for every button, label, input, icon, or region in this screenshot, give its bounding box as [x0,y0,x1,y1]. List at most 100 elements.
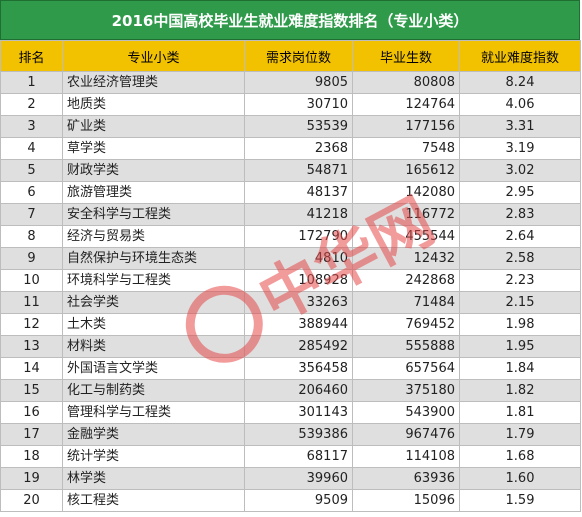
table-row: 11 社会学类 33263 71484 2.15 [0,291,581,314]
table-row: 12 土木类 388944 769452 1.98 [0,313,581,336]
difficulty-index-cell: 3.19 [459,137,581,160]
major-cell: 外国语言文学类 [62,357,245,380]
table-row: 16 管理科学与工程类 301143 543900 1.81 [0,401,581,424]
rank-cell: 8 [0,225,63,248]
major-cell: 核工程类 [62,489,245,512]
graduates-cell: 555888 [352,335,460,358]
table-row: 8 经济与贸易类 172790 455544 2.64 [0,225,581,248]
difficulty-index-cell: 1.79 [459,423,581,446]
difficulty-index-cell: 1.95 [459,335,581,358]
demand-cell: 301143 [244,401,353,424]
table-row: 9 自然保护与环境生态类 4810 12432 2.58 [0,247,581,270]
demand-cell: 53539 [244,115,353,138]
rank-cell: 11 [0,291,63,314]
major-cell: 农业经济管理类 [62,71,245,94]
major-cell: 旅游管理类 [62,181,245,204]
graduates-cell: 177156 [352,115,460,138]
rank-cell: 4 [0,137,63,160]
rank-cell: 20 [0,489,63,512]
major-cell: 管理科学与工程类 [62,401,245,424]
graduates-cell: 80808 [352,71,460,94]
table-row: 18 统计学类 68117 114108 1.68 [0,445,581,468]
demand-cell: 33263 [244,291,353,314]
major-cell: 化工与制药类 [62,379,245,402]
graduates-cell: 455544 [352,225,460,248]
major-cell: 环境科学与工程类 [62,269,245,292]
major-cell: 财政学类 [62,159,245,182]
graduates-cell: 124764 [352,93,460,116]
rank-cell: 9 [0,247,63,270]
major-cell: 林学类 [62,467,245,490]
demand-cell: 539386 [244,423,353,446]
header-rank: 排名 [0,40,63,72]
rank-cell: 6 [0,181,63,204]
demand-cell: 9805 [244,71,353,94]
table-row: 20 核工程类 9509 15096 1.59 [0,489,581,512]
rank-cell: 3 [0,115,63,138]
rank-cell: 1 [0,71,63,94]
demand-cell: 54871 [244,159,353,182]
graduates-cell: 63936 [352,467,460,490]
difficulty-index-cell: 2.15 [459,291,581,314]
major-cell: 草学类 [62,137,245,160]
demand-cell: 9509 [244,489,353,512]
table-row: 17 金融学类 539386 967476 1.79 [0,423,581,446]
demand-cell: 108928 [244,269,353,292]
table-title: 2016中国高校毕业生就业难度指数排名（专业小类） [0,0,580,40]
difficulty-index-cell: 8.24 [459,71,581,94]
rank-cell: 13 [0,335,63,358]
header-graduates: 毕业生数 [352,40,460,72]
header-major: 专业小类 [62,40,245,72]
graduates-cell: 242868 [352,269,460,292]
table-row: 4 草学类 2368 7548 3.19 [0,137,581,160]
graduates-cell: 769452 [352,313,460,336]
ranking-table: 排名 专业小类 需求岗位数 毕业生数 就业难度指数 1 农业经济管理类 9805 80… [0,40,581,512]
demand-cell: 48137 [244,181,353,204]
graduates-cell: 7548 [352,137,460,160]
graduates-cell: 967476 [352,423,460,446]
graduates-cell: 71484 [352,291,460,314]
demand-cell: 206460 [244,379,353,402]
major-cell: 安全科学与工程类 [62,203,245,226]
graduates-cell: 142080 [352,181,460,204]
table-row: 3 矿业类 53539 177156 3.31 [0,115,581,138]
rank-cell: 15 [0,379,63,402]
major-cell: 材料类 [62,335,245,358]
rank-cell: 16 [0,401,63,424]
demand-cell: 356458 [244,357,353,380]
rank-cell: 18 [0,445,63,468]
difficulty-index-cell: 1.59 [459,489,581,512]
difficulty-index-cell: 2.23 [459,269,581,292]
major-cell: 社会学类 [62,291,245,314]
table-row: 1 农业经济管理类 9805 80808 8.24 [0,71,581,94]
rank-cell: 17 [0,423,63,446]
header-demand: 需求岗位数 [244,40,353,72]
major-cell: 经济与贸易类 [62,225,245,248]
rank-cell: 2 [0,93,63,116]
rank-cell: 14 [0,357,63,380]
difficulty-index-cell: 1.68 [459,445,581,468]
table-row: 5 财政学类 54871 165612 3.02 [0,159,581,182]
graduates-cell: 375180 [352,379,460,402]
header-difficulty-index: 就业难度指数 [459,40,581,72]
difficulty-index-cell: 3.31 [459,115,581,138]
table-row: 10 环境科学与工程类 108928 242868 2.23 [0,269,581,292]
difficulty-index-cell: 1.98 [459,313,581,336]
demand-cell: 30710 [244,93,353,116]
difficulty-index-cell: 1.60 [459,467,581,490]
major-cell: 矿业类 [62,115,245,138]
rank-cell: 5 [0,159,63,182]
table-row: 14 外国语言文学类 356458 657564 1.84 [0,357,581,380]
graduates-cell: 12432 [352,247,460,270]
demand-cell: 68117 [244,445,353,468]
table-row: 15 化工与制药类 206460 375180 1.82 [0,379,581,402]
table-row: 19 林学类 39960 63936 1.60 [0,467,581,490]
graduates-cell: 114108 [352,445,460,468]
difficulty-index-cell: 1.84 [459,357,581,380]
difficulty-index-cell: 1.81 [459,401,581,424]
demand-cell: 388944 [244,313,353,336]
table-row: 2 地质类 30710 124764 4.06 [0,93,581,116]
major-cell: 土木类 [62,313,245,336]
demand-cell: 172790 [244,225,353,248]
difficulty-index-cell: 1.82 [459,379,581,402]
